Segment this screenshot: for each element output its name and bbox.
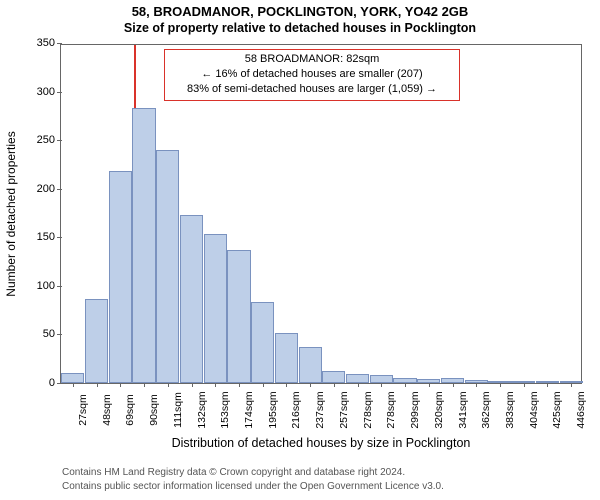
annotation-line3: 83% of semi-detached houses are larger (… bbox=[171, 82, 453, 97]
histogram-bar bbox=[251, 302, 274, 383]
x-tick-label: 216sqm bbox=[286, 391, 302, 428]
y-tick-label: 300 bbox=[37, 86, 61, 98]
x-tick-label: 278sqm bbox=[381, 391, 397, 428]
annotation-line2: ← 16% of detached houses are smaller (20… bbox=[171, 67, 453, 82]
y-tick-label: 100 bbox=[37, 280, 61, 292]
histogram-bar bbox=[204, 234, 227, 383]
y-tick-label: 0 bbox=[49, 377, 61, 389]
x-tick-mark bbox=[547, 383, 548, 387]
histogram-bar bbox=[109, 171, 132, 383]
y-tick-label: 200 bbox=[37, 183, 61, 195]
histogram-bar bbox=[132, 108, 155, 383]
y-tick-label: 350 bbox=[37, 37, 61, 49]
x-tick-mark bbox=[97, 383, 98, 387]
x-tick-mark bbox=[381, 383, 382, 387]
histogram-bar bbox=[227, 250, 250, 383]
x-tick-mark bbox=[453, 383, 454, 387]
x-tick-mark bbox=[524, 383, 525, 387]
x-tick-label: 111sqm bbox=[168, 392, 184, 428]
histogram-bar bbox=[156, 150, 179, 383]
x-tick-mark bbox=[571, 383, 572, 387]
x-tick-mark bbox=[263, 383, 264, 387]
x-tick-label: 195sqm bbox=[263, 391, 279, 428]
x-tick-label: 174sqm bbox=[239, 391, 255, 428]
y-tick-label: 50 bbox=[43, 328, 61, 340]
x-tick-label: 362sqm bbox=[476, 391, 492, 428]
x-tick-mark bbox=[476, 383, 477, 387]
x-tick-mark bbox=[144, 383, 145, 387]
x-tick-label: 446sqm bbox=[571, 391, 587, 428]
x-tick-label: 257sqm bbox=[334, 391, 350, 428]
x-tick-mark bbox=[500, 383, 501, 387]
x-tick-mark bbox=[168, 383, 169, 387]
histogram-bar bbox=[346, 374, 369, 383]
x-tick-label: 27sqm bbox=[73, 394, 89, 426]
credits-text: Contains HM Land Registry data © Crown c… bbox=[62, 466, 444, 493]
x-tick-mark bbox=[286, 383, 287, 387]
x-tick-mark bbox=[405, 383, 406, 387]
x-tick-mark bbox=[429, 383, 430, 387]
x-tick-mark bbox=[334, 383, 335, 387]
annotation-line1: 58 BROADMANOR: 82sqm bbox=[171, 52, 453, 67]
histogram-bar bbox=[322, 371, 345, 383]
x-axis-label: Distribution of detached houses by size … bbox=[60, 436, 582, 450]
x-tick-mark bbox=[120, 383, 121, 387]
chart-plot-area: 58 BROADMANOR: 82sqm ← 16% of detached h… bbox=[60, 44, 582, 384]
x-tick-mark bbox=[215, 383, 216, 387]
x-tick-label: 320sqm bbox=[429, 391, 445, 428]
x-tick-mark bbox=[310, 383, 311, 387]
credits-line2: Contains public sector information licen… bbox=[62, 480, 444, 494]
chart-title-line1: 58, BROADMANOR, POCKLINGTON, YORK, YO42 … bbox=[0, 4, 600, 19]
x-tick-label: 132sqm bbox=[192, 391, 208, 428]
x-tick-label: 237sqm bbox=[310, 391, 326, 428]
histogram-bar bbox=[61, 373, 84, 383]
histogram-bar bbox=[299, 347, 322, 383]
x-tick-label: 341sqm bbox=[453, 391, 469, 428]
x-tick-label: 404sqm bbox=[524, 391, 540, 428]
x-tick-label: 48sqm bbox=[97, 394, 113, 426]
x-tick-mark bbox=[239, 383, 240, 387]
x-tick-label: 153sqm bbox=[215, 391, 231, 428]
x-tick-mark bbox=[73, 383, 74, 387]
x-tick-label: 299sqm bbox=[405, 391, 421, 428]
histogram-bar bbox=[275, 333, 298, 383]
x-tick-mark bbox=[192, 383, 193, 387]
histogram-bar bbox=[180, 215, 203, 383]
x-tick-label: 69sqm bbox=[120, 394, 136, 426]
x-tick-label: 383sqm bbox=[500, 391, 516, 428]
histogram-bar bbox=[85, 299, 108, 383]
x-tick-label: 425sqm bbox=[547, 391, 563, 428]
histogram-bar bbox=[370, 375, 393, 383]
chart-title-line2: Size of property relative to detached ho… bbox=[0, 21, 600, 35]
y-axis-label: Number of detached properties bbox=[4, 131, 18, 296]
y-tick-label: 150 bbox=[37, 231, 61, 243]
x-tick-label: 278sqm bbox=[358, 391, 374, 428]
y-tick-label: 250 bbox=[37, 134, 61, 146]
x-tick-mark bbox=[358, 383, 359, 387]
property-annotation-box: 58 BROADMANOR: 82sqm ← 16% of detached h… bbox=[164, 49, 460, 101]
x-tick-label: 90sqm bbox=[144, 394, 160, 426]
credits-line1: Contains HM Land Registry data © Crown c… bbox=[62, 466, 444, 480]
